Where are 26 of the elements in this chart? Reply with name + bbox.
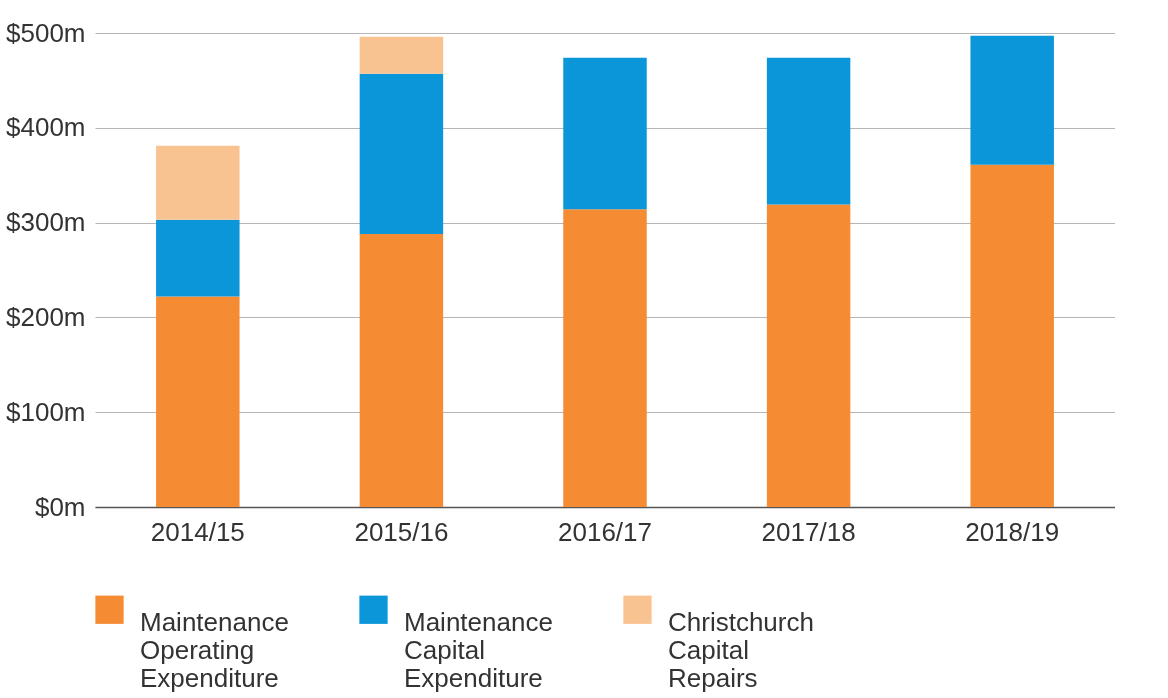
x-tick-label: 2016/17 [558,516,652,547]
bar [970,35,1054,165]
bar [970,164,1054,507]
y-tick-label: $300m [6,207,86,238]
x-tick-label: 2014/15 [150,516,245,547]
bar [156,296,240,507]
x-tick-label: 2018/19 [965,516,1060,547]
legend-label: Maintenance Capital Expenditure [404,606,553,693]
bar [359,233,444,507]
bar [156,219,240,297]
bar [766,57,851,205]
y-tick-label: $500m [6,17,86,48]
legend-label: Maintenance Operating Expenditure [140,606,289,693]
bar [156,145,240,220]
bar [359,73,444,234]
bar [563,57,647,210]
legend-label: Christchurch Capital Repairs [668,606,814,693]
y-tick-label: $100m [6,396,86,427]
y-tick-label: $200m [6,301,86,332]
y-tick-label: $400m [6,112,86,143]
y-tick-label: $0m [34,491,86,522]
bar [359,36,444,74]
x-tick-label: 2017/18 [761,516,856,547]
bar [766,204,851,507]
bar [563,209,647,507]
x-tick-label: 2015/16 [354,516,449,547]
